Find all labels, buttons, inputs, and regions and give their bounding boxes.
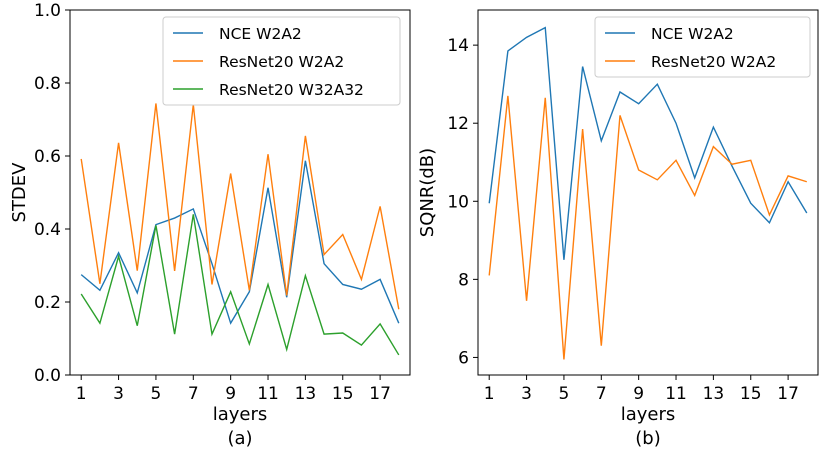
chart-b-y-tick-label: 12 <box>447 114 469 134</box>
chart-b-y-tick-label: 10 <box>447 192 469 212</box>
chart-a-y-axis-label: STDEV <box>9 162 30 223</box>
chart-b-x-tick-label: 13 <box>703 384 725 404</box>
chart-a-legend-label-resnet20-w32a32: ResNet20 W32A32 <box>219 81 364 99</box>
chart-b-y-tick-label: 6 <box>458 348 469 368</box>
chart-a-x-tick-label: 17 <box>369 384 391 404</box>
chart-a-x-tick-label: 9 <box>225 384 236 404</box>
chart-a-series-resnet20-w32a32-line <box>80 214 400 356</box>
chart-b-x-tick-label: 17 <box>777 384 799 404</box>
chart-b-legend-label-nce-w2a2: NCE W2A2 <box>651 25 734 43</box>
chart-a-y-tick-label: 0.0 <box>34 366 61 386</box>
chart-a-x-tick-label: 7 <box>188 384 199 404</box>
chart-b-x-tick-label: 15 <box>740 384 762 404</box>
chart-b-series-resnet20-w2a2-line <box>488 95 807 360</box>
chart-a-y-tick-label: 1.0 <box>34 1 61 21</box>
chart-a-x-tick-label: 11 <box>257 384 279 404</box>
chart-b-x-tick-label: 11 <box>665 384 687 404</box>
chart-b-legend-box <box>594 16 811 78</box>
chart-b-y-axis-label: SQNR(dB) <box>417 148 438 237</box>
chart-a-x-tick-label: 1 <box>76 384 87 404</box>
chart-a-legend: NCE W2A2 ResNet20 W2A2 ResNet20 W32A32 <box>162 16 401 106</box>
chart-a-legend-label-nce-w2a2: NCE W2A2 <box>219 25 302 43</box>
chart-b-x-tick-label: 1 <box>484 384 495 404</box>
chart-a-caption: (a) <box>227 428 252 449</box>
chart-b-caption: (b) <box>635 428 660 449</box>
chart-b-legend-label-resnet20-w2a2: ResNet20 W2A2 <box>651 53 776 71</box>
chart-b-x-tick-label: 5 <box>559 384 570 404</box>
chart-a-legend-box <box>162 16 401 106</box>
chart-a-y-tick-label: 0.6 <box>34 147 61 167</box>
chart-a-x-tick-label: 3 <box>113 384 124 404</box>
chart-a: 1 3 5 7 9 11 13 15 170.00.20.40.60.81.0layersSTD… <box>9 1 411 449</box>
chart-b-x-tick-label: 3 <box>521 384 532 404</box>
chart-b-y-tick-label: 14 <box>447 36 469 56</box>
chart-a-y-tick-label: 0.2 <box>34 293 61 313</box>
chart-a-y-tick-label: 0.8 <box>34 74 61 94</box>
chart-b-x-tick-label: 7 <box>596 384 607 404</box>
chart-a-x-tick-label: 13 <box>295 384 317 404</box>
chart-a-legend-label-resnet20-w2a2: ResNet20 W2A2 <box>219 53 344 71</box>
chart-a-x-tick-label: 15 <box>332 384 354 404</box>
chart-b-x-tick-label: 9 <box>633 384 644 404</box>
chart-a-series-resnet20-w2a2-line <box>80 103 400 310</box>
chart-a-y-tick-label: 0.4 <box>34 220 61 240</box>
chart-b-series-nce-w2a2-line <box>488 26 808 260</box>
chart-b-legend: NCE W2A2 ResNet20 W2A2 <box>594 16 811 78</box>
chart-b: 1 3 5 7 9 11 13 15 1768101214layersSQNR(dB)(b)NC… <box>417 9 819 449</box>
chart-a-x-tick-label: 5 <box>151 384 162 404</box>
chart-b-x-axis-label: layers <box>621 404 676 425</box>
chart-b-y-tick-label: 8 <box>458 270 469 290</box>
chart-a-x-axis-label: layers <box>213 404 268 425</box>
chart-a-series-nce-w2a2-line <box>80 160 400 325</box>
chart-b-plot-frame <box>477 9 819 376</box>
chart-a-plot-frame <box>69 9 411 376</box>
